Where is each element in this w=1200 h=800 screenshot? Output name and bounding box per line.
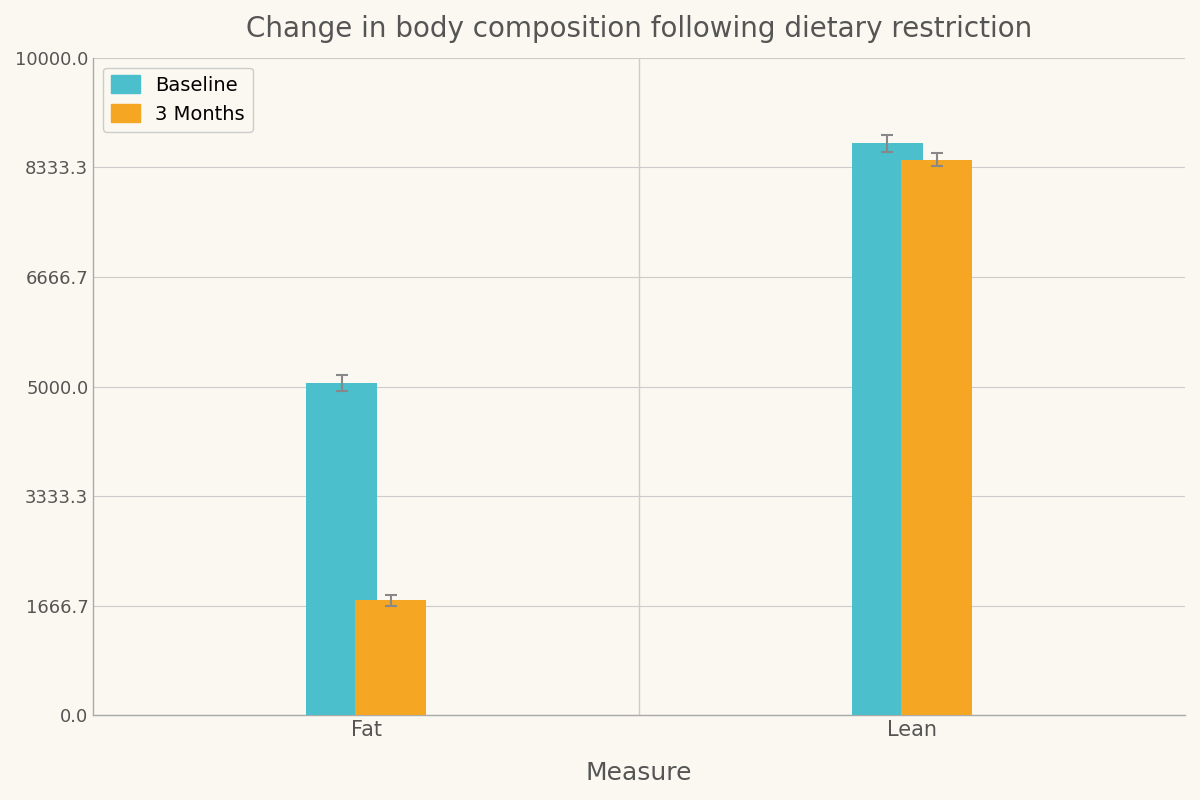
Bar <box>306 383 377 715</box>
Bar <box>901 160 972 715</box>
X-axis label: Measure: Measure <box>586 761 692 785</box>
Legend: Baseline, 3 Months: Baseline, 3 Months <box>103 67 253 131</box>
Title: Change in body composition following dietary restriction: Change in body composition following die… <box>246 15 1032 43</box>
Bar <box>852 143 923 715</box>
Bar <box>355 600 426 715</box>
